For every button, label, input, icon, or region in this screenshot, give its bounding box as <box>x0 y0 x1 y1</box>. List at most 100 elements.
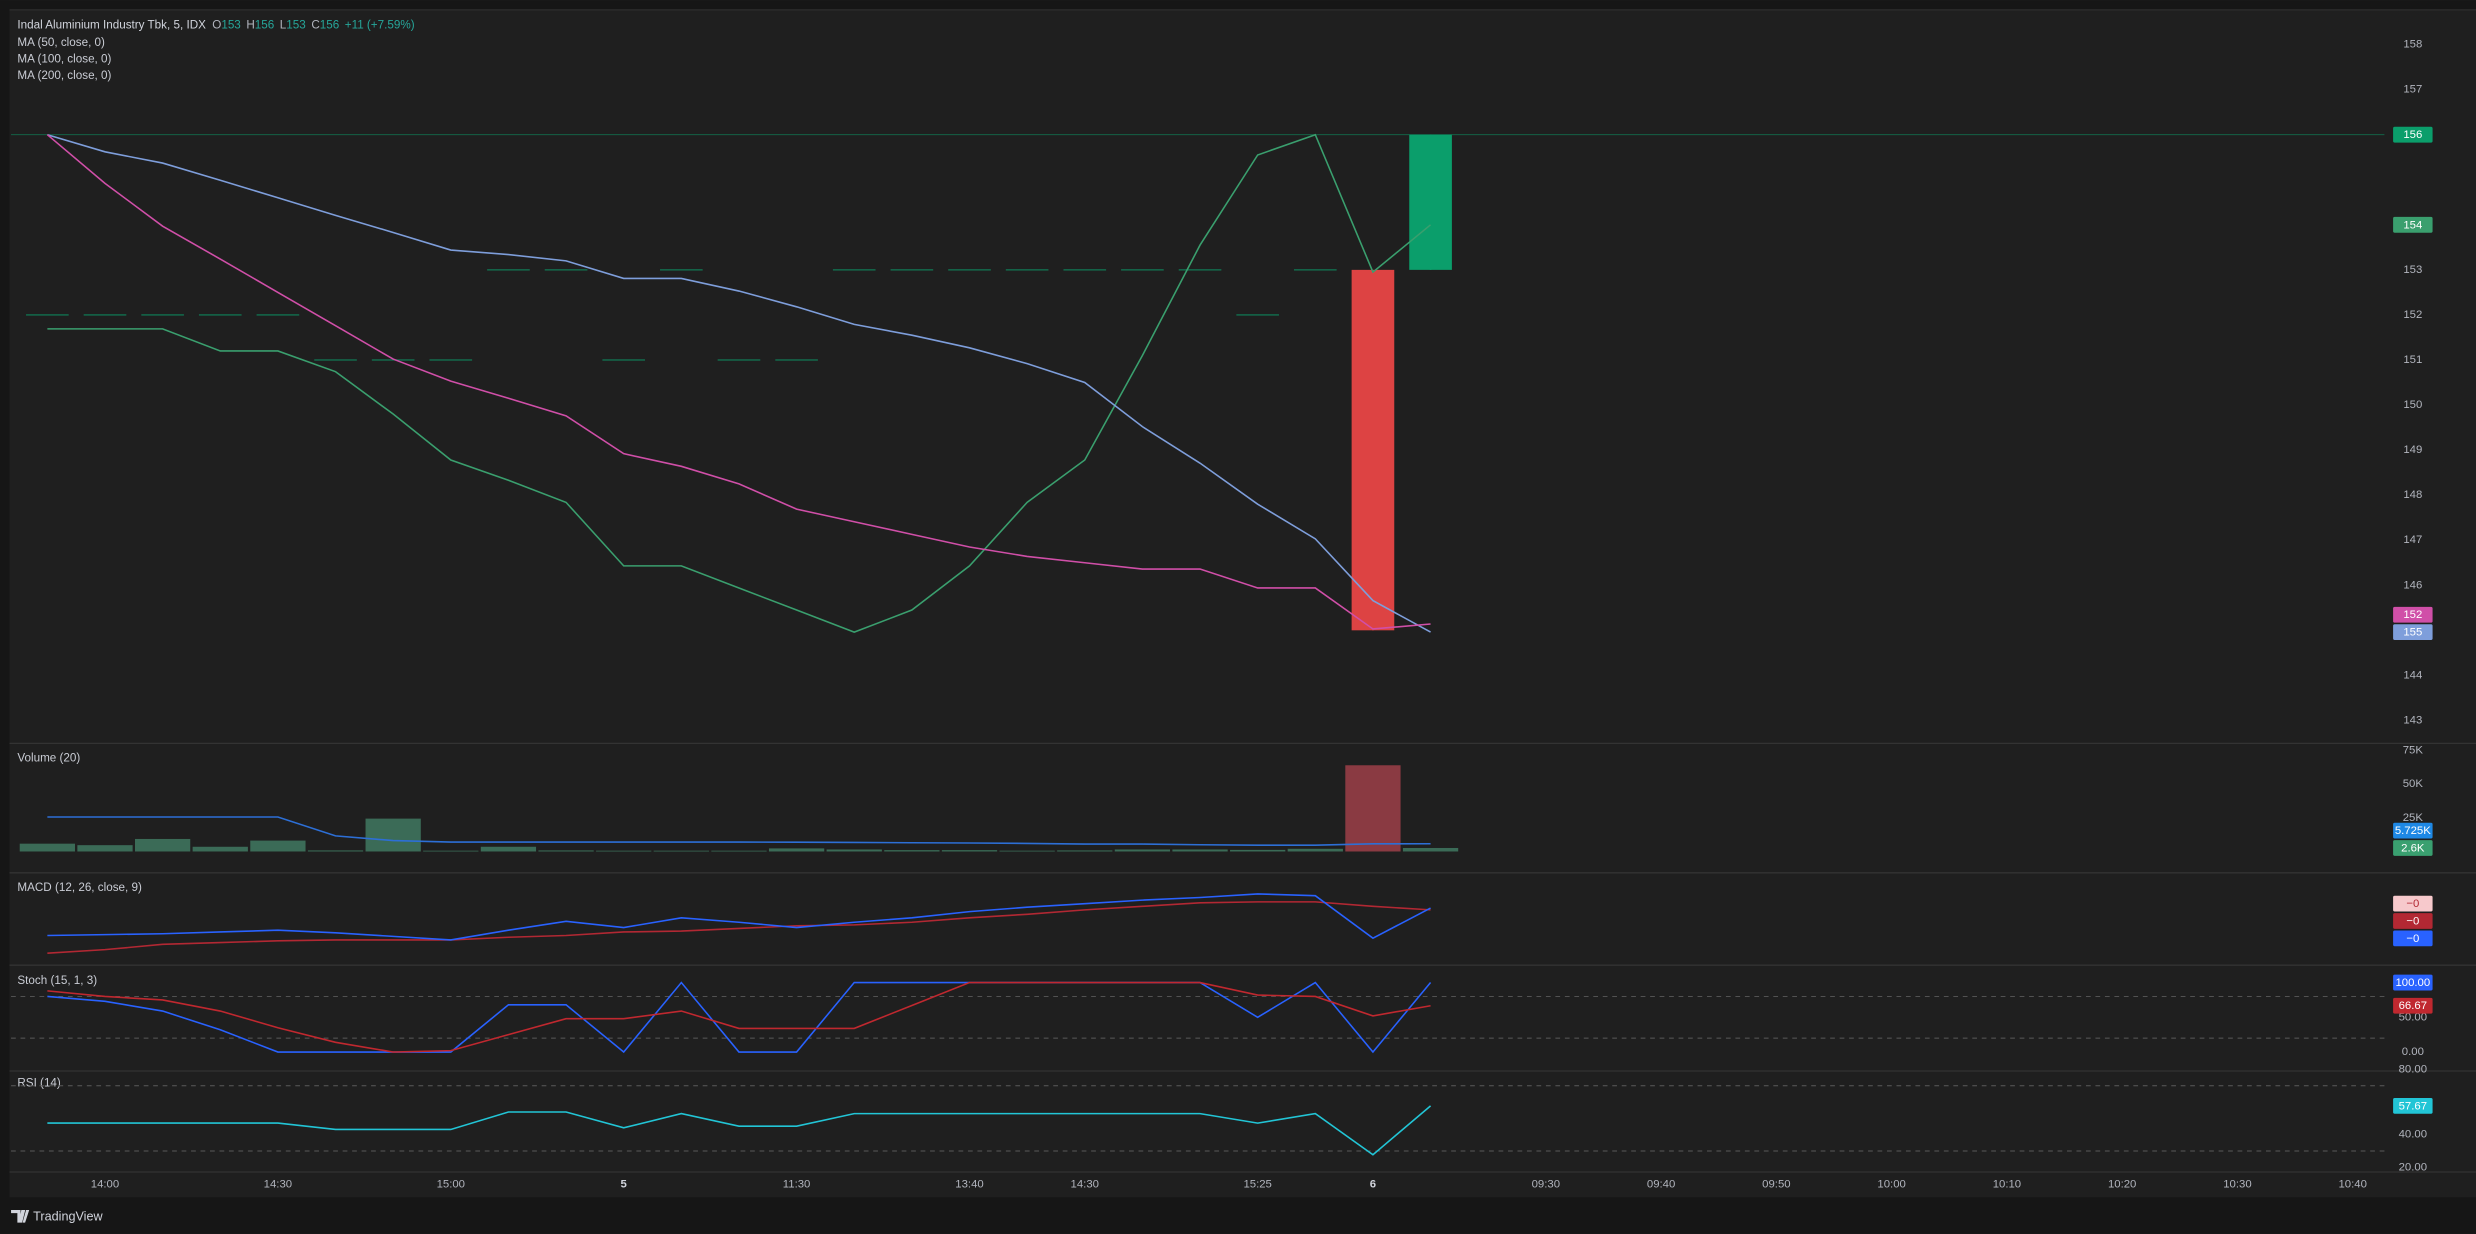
last-price-label-box <box>2393 126 2433 143</box>
volume-ma-line <box>47 816 1431 846</box>
series-scale-label-box <box>2393 216 2433 233</box>
volume-scale-label-box <box>2393 840 2433 856</box>
left-strip <box>0 0 10 1234</box>
ma-line <box>47 133 1431 633</box>
candle-body <box>832 269 876 271</box>
ohlc-key: O <box>212 19 221 32</box>
pane-title: Volume (20) <box>17 751 80 764</box>
logo[interactable]: TradingView <box>11 1209 104 1223</box>
x-tick-label: 15:00 <box>437 1179 465 1191</box>
histogram-scale-label-box <box>2393 895 2433 912</box>
oscillator-scale-label: 66.67 <box>2399 1000 2427 1012</box>
candle-body <box>198 314 242 316</box>
series-scale-label-box <box>2393 606 2433 623</box>
candle-body <box>1178 269 1222 271</box>
y-tick-label: 144 <box>2403 669 2422 681</box>
volume-bar <box>134 838 191 852</box>
brand[interactable]: TradingView <box>33 1209 103 1223</box>
y-tick-label: 50K <box>2403 778 2424 790</box>
volume-scale-label: 2.6K <box>2401 842 2425 854</box>
ohlc-key: H <box>246 19 254 32</box>
candle-body <box>487 269 530 271</box>
candle-body <box>26 314 69 316</box>
y-tick-label: 40.00 <box>2399 1129 2427 1141</box>
candle-body <box>1063 269 1107 271</box>
y-tick-label: 149 <box>2403 444 2422 456</box>
volume-ma-scale-label-box <box>2393 822 2433 839</box>
x-tick-label: 14:00 <box>91 1179 119 1191</box>
series-scale-label: 152 <box>2403 609 2422 621</box>
volume-bar <box>1230 849 1286 852</box>
y-tick-label: 151 <box>2403 354 2422 366</box>
y-tick-label: 143 <box>2403 714 2422 726</box>
macd-scale-label-box <box>2393 913 2433 929</box>
candle-body <box>1236 314 1279 316</box>
y-tick-label: 0.00 <box>2402 1046 2424 1058</box>
y-tick-label: 158 <box>2403 39 2422 51</box>
histogram-scale-label: −0 <box>2406 898 2419 910</box>
candle-body <box>717 359 761 361</box>
x-tick-label: 11:30 <box>783 1179 811 1191</box>
ohlc-key: L <box>280 19 287 32</box>
volume-bar <box>768 848 825 852</box>
candle-body <box>256 314 300 316</box>
change: +11 (+7.59%) <box>345 19 415 32</box>
candle-body <box>1293 269 1337 271</box>
x-tick-label: 10:00 <box>1877 1179 1905 1191</box>
volume-bar <box>826 849 882 852</box>
indicator-legend: MA (100, close, 0) <box>17 53 111 66</box>
ma-line <box>47 133 1432 633</box>
oscillator-scale-label-box <box>2393 1097 2433 1114</box>
indicator-legend: MA (200, close, 0) <box>17 69 111 82</box>
volume-bar <box>1114 849 1171 852</box>
y-tick-label: 25K <box>2403 812 2424 824</box>
top-strip <box>0 0 2476 10</box>
macd-line <box>47 901 1431 954</box>
volume-bar <box>653 850 709 852</box>
volume-bar <box>1287 848 1343 852</box>
symbol: Indal Aluminium Industry Tbk, 5, IDX <box>17 19 206 32</box>
series-scale-label: 154 <box>2403 219 2422 231</box>
oscillator-scale-label: 57.67 <box>2399 1100 2427 1112</box>
stoch-line <box>47 981 1431 1053</box>
indicator-legend: MA (50, close, 0) <box>17 36 105 49</box>
candle-body <box>948 269 991 271</box>
volume-bar <box>250 840 306 852</box>
volume-bar <box>77 845 133 852</box>
candle-body <box>1409 134 1452 270</box>
volume-bar <box>1345 765 1401 852</box>
y-tick-label: 146 <box>2403 579 2422 591</box>
macd-scale-label: −0 <box>2406 915 2419 927</box>
y-tick-label: 20.00 <box>2399 1161 2427 1173</box>
ma-line <box>46 134 1431 630</box>
oscillator-scale-label: 100.00 <box>2395 977 2430 989</box>
candle-body <box>544 269 588 271</box>
macd-scale-label-box <box>2393 930 2433 947</box>
volume-bar <box>884 850 940 852</box>
candle-body <box>1351 269 1395 631</box>
candle-body <box>602 359 646 361</box>
y-tick-label: 75K <box>2403 744 2424 756</box>
candle-body <box>890 269 934 271</box>
ohlc-value: 153 <box>221 19 240 32</box>
macd-line <box>47 893 1431 941</box>
volume-bar <box>1172 849 1228 852</box>
volume-bar <box>307 850 364 852</box>
volume-bar <box>365 818 421 852</box>
volume-bar <box>480 846 537 852</box>
last-price-label: 156 <box>2403 129 2422 141</box>
symbol-legend[interactable]: Indal Aluminium Industry Tbk, 5, IDX O153… <box>17 19 414 32</box>
candle-body <box>83 314 127 316</box>
x-tick-label: 09:40 <box>1647 1179 1675 1191</box>
y-tick-label: 147 <box>2403 534 2422 546</box>
volume-bar <box>538 850 594 852</box>
x-tick-label: 10:20 <box>2108 1179 2136 1191</box>
candle-body <box>141 314 184 316</box>
logo-icon[interactable] <box>11 1209 30 1223</box>
y-tick-label: 50.00 <box>2399 1011 2427 1023</box>
volume-bar <box>711 850 767 852</box>
x-tick-label: 10:40 <box>2338 1179 2366 1191</box>
x-tick-label: 5 <box>621 1179 627 1191</box>
